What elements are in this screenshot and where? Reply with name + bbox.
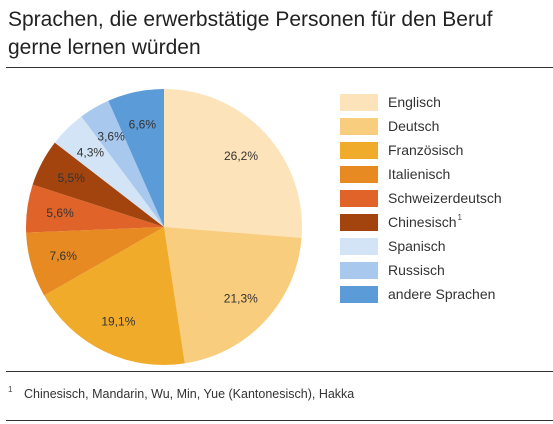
- pie-slice: [54, 116, 164, 227]
- pie-slice: [26, 184, 165, 233]
- data-label: 26,2%: [224, 149, 258, 163]
- data-label: 19,1%: [101, 314, 135, 328]
- legend-swatch: [340, 118, 378, 135]
- legend-label: Schweizerdeutsch: [388, 190, 502, 206]
- data-label: 21,3%: [224, 291, 258, 305]
- pie-slice: [81, 100, 164, 227]
- footnote-ref: 1: [457, 213, 462, 222]
- legend-label: Italienisch: [388, 166, 450, 182]
- data-label: 7,6%: [50, 249, 78, 263]
- footnote-marker: 1: [8, 385, 13, 394]
- data-label: 5,5%: [58, 171, 86, 185]
- data-label: 3,6%: [97, 129, 125, 143]
- footnote: Chinesisch, Mandarin, Wu, Min, Yue (Kant…: [24, 387, 354, 401]
- legend-label: Englisch: [388, 94, 441, 110]
- legend-label: Chinesisch: [388, 214, 456, 230]
- data-label: 4,3%: [77, 145, 105, 159]
- legend-label: andere Sprachen: [388, 286, 495, 302]
- legend-swatch: [340, 286, 378, 303]
- legend-swatch: [340, 214, 378, 231]
- pie-slice: [26, 227, 164, 296]
- pie-slice: [164, 227, 302, 364]
- legend-label: Russisch: [388, 262, 445, 278]
- pie-slice: [164, 89, 302, 238]
- legend-swatch: [340, 142, 378, 159]
- legend-swatch: [340, 166, 378, 183]
- legend-swatch: [340, 94, 378, 111]
- legend-swatch: [340, 190, 378, 207]
- data-label: 5,6%: [46, 206, 74, 220]
- data-label: 6,6%: [129, 117, 157, 131]
- legend-swatch: [340, 238, 378, 255]
- chart-title: Sprachen, die erwerbstätige Personen für…: [8, 8, 493, 59]
- legend-label: Französisch: [388, 142, 463, 158]
- pie-slice: [108, 89, 164, 227]
- legend-label: Deutsch: [388, 118, 439, 134]
- legend-label: Spanisch: [388, 238, 446, 254]
- legend-swatch: [340, 262, 378, 279]
- pie-slice: [32, 142, 165, 227]
- pie-slice: [44, 227, 185, 365]
